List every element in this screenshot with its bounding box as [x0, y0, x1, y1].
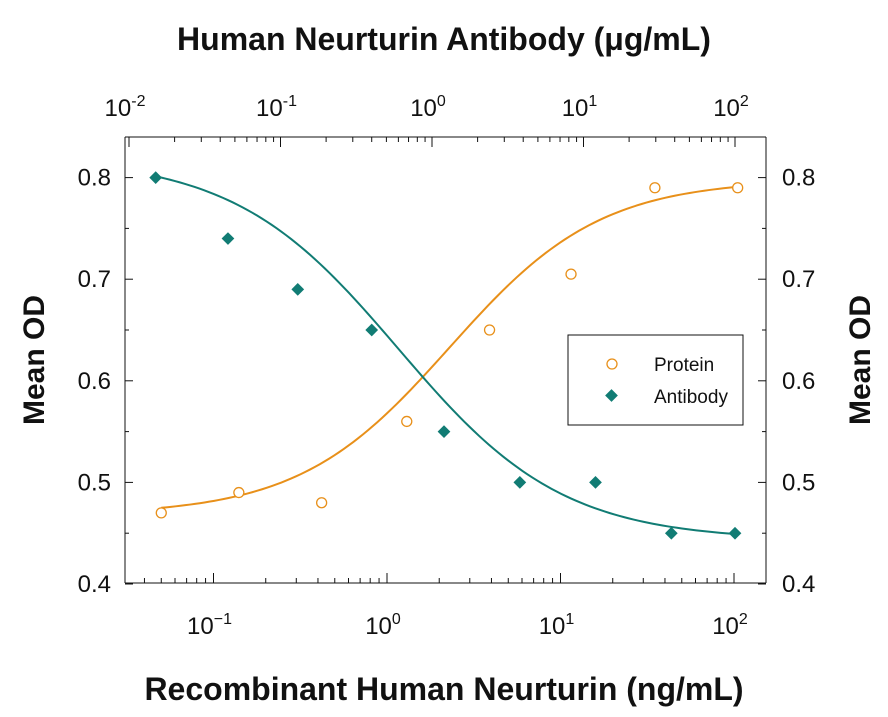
x-bottom-tick-label: 100	[365, 611, 401, 640]
x-axis-title: Recombinant Human Neurturin (ng/mL)	[144, 671, 743, 707]
legend-box	[567, 334, 744, 426]
y-tick-label-right: 0.7	[782, 266, 815, 293]
x-top-tick-label: 10-1	[256, 93, 297, 122]
point-protein	[155, 507, 167, 519]
fit-curve-protein	[161, 185, 738, 509]
point-protein	[483, 324, 496, 336]
point-antibody	[664, 526, 678, 540]
point-antibody	[149, 171, 163, 184]
legend: Protein Antibody	[567, 334, 744, 426]
point-protein	[401, 415, 413, 428]
fit-curve-antibody	[155, 175, 736, 536]
x-bottom-tick-label: 10−1	[187, 611, 232, 640]
y-tick-label-left: 0.4	[78, 571, 111, 598]
point-protein	[315, 497, 328, 509]
x-bottom-tick-label: 102	[712, 611, 748, 640]
y-tick-label-left: 0.8	[78, 165, 111, 192]
point-antibody	[589, 476, 602, 489]
point-antibody	[221, 232, 235, 245]
x-top-tick-label: 102	[713, 93, 749, 122]
y-tick-label-right: 0.5	[782, 469, 815, 496]
point-protein	[732, 182, 744, 194]
top-axis-title: Human Neurturin Antibody (μg/mL)	[177, 21, 711, 57]
legend-protein-label: Protein	[654, 355, 714, 376]
point-protein	[233, 486, 245, 499]
point-antibody	[365, 323, 379, 337]
legend-antibody-label: Antibody	[654, 387, 728, 408]
x-bottom-tick-label: 101	[539, 611, 575, 640]
y-tick-label-right: 0.6	[782, 368, 815, 395]
point-antibody	[437, 425, 451, 438]
curves-layer	[155, 175, 738, 536]
y-tick-label-left: 0.6	[78, 368, 111, 395]
y-axis-title-left: Mean OD	[18, 295, 51, 425]
y-axis-title-right: Mean OD	[844, 295, 877, 425]
point-protein	[565, 268, 577, 280]
y-tick-label-right: 0.4	[782, 571, 815, 598]
point-antibody	[291, 282, 305, 296]
y-tick-label-left: 0.5	[78, 469, 111, 496]
ticks-layer: 0.4 0.4 0.5 0.5 0.6 0.6 0.7 0.7 0.8 0.8 10−1 100 101…	[78, 93, 816, 640]
x-top-tick-label: 101	[562, 93, 598, 122]
x-top-tick-label: 100	[410, 93, 446, 122]
point-antibody	[513, 476, 527, 489]
point-antibody	[728, 526, 742, 540]
point-protein	[649, 182, 661, 194]
x-top-tick-label: 10-2	[105, 93, 146, 122]
legend-protein-marker	[606, 358, 618, 370]
y-tick-label-right: 0.8	[782, 165, 815, 192]
y-tick-label-left: 0.7	[78, 266, 111, 293]
